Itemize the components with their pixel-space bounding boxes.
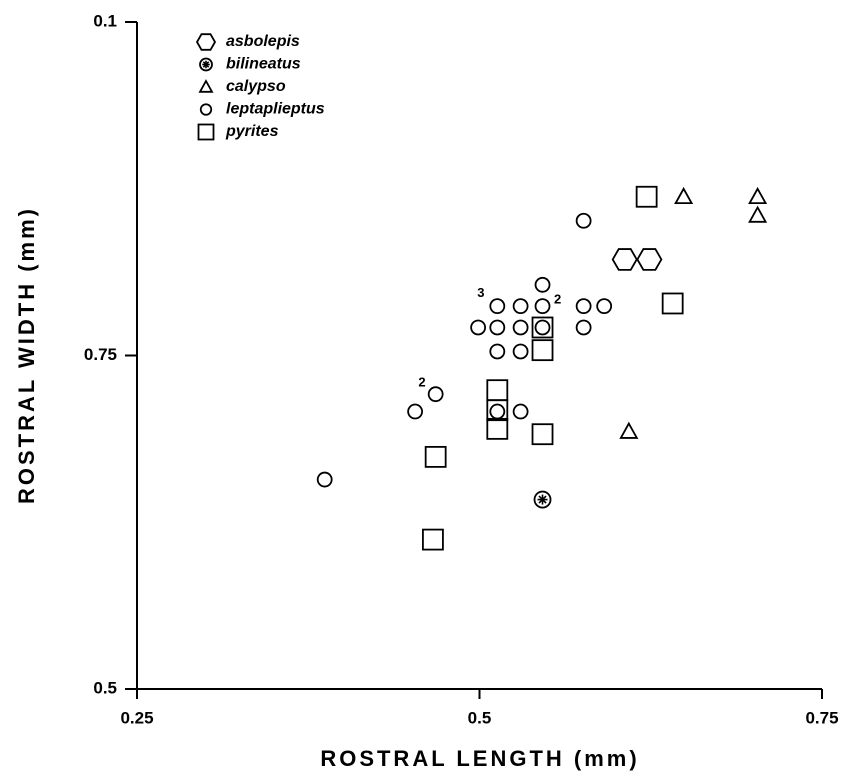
point [486, 417, 509, 440]
point [748, 186, 768, 205]
point [512, 403, 529, 420]
point [748, 205, 768, 223]
point [199, 103, 213, 116]
point [427, 386, 444, 403]
point [486, 379, 509, 402]
point [674, 186, 694, 205]
point [407, 403, 424, 420]
point [575, 319, 592, 336]
point [422, 528, 444, 551]
point [531, 316, 554, 339]
point [195, 33, 217, 51]
x-tick-label: 0.5 [468, 708, 492, 727]
point [661, 292, 684, 315]
legend-label: bilineatus [226, 56, 301, 73]
point [611, 248, 638, 271]
point [575, 212, 592, 229]
y-tick-label: 0.5 [93, 678, 117, 697]
point [534, 276, 551, 293]
annotation: 2 [418, 374, 425, 389]
point-ring [533, 490, 552, 509]
y-axis-title: ROSTRAL WIDTH (mm) [14, 206, 39, 504]
y-tick-label: 0.1 [93, 11, 117, 30]
point [198, 79, 214, 93]
point [533, 490, 552, 509]
point-ring [199, 57, 213, 72]
point [316, 471, 333, 488]
legend-label: pyrites [225, 123, 279, 140]
point [470, 319, 487, 336]
point [575, 298, 592, 315]
point [619, 421, 639, 439]
y-tick-label: 0.75 [84, 345, 117, 364]
point-star [202, 61, 210, 68]
point [596, 298, 613, 315]
point [534, 319, 551, 336]
legend-label: calypso [226, 78, 286, 95]
point [636, 248, 663, 271]
point-star [538, 495, 547, 504]
point [197, 123, 215, 141]
legend-label: leptaplieptus [226, 101, 325, 118]
point [486, 399, 509, 422]
point [534, 298, 551, 315]
point [635, 185, 658, 208]
point [512, 343, 529, 360]
point [512, 298, 529, 315]
x-tick-label: 0.75 [805, 708, 838, 727]
annotation: 2 [554, 292, 561, 307]
point [531, 423, 554, 446]
legend-label: asbolepis [226, 33, 300, 50]
point [489, 343, 506, 360]
x-axis-title: ROSTRAL LENGTH (mm) [320, 746, 639, 771]
point [199, 57, 213, 72]
point [512, 319, 529, 336]
point [531, 339, 554, 362]
point [489, 298, 506, 315]
point [424, 445, 447, 468]
x-tick-label: 0.25 [120, 708, 153, 727]
point [489, 403, 506, 420]
point [489, 319, 506, 336]
annotation: 3 [477, 285, 484, 300]
